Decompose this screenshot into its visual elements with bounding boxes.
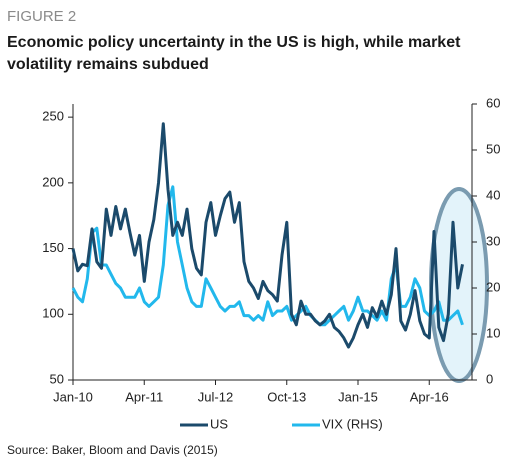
x-tick-label: Jan-15 <box>338 389 378 404</box>
y-tick-label: 200 <box>42 174 64 189</box>
y2-tick-label: 60 <box>486 95 500 110</box>
y-tick-label: 50 <box>50 371 64 386</box>
y2-tick-label: 40 <box>486 187 500 202</box>
legend-label: VIX (RHS) <box>322 416 383 431</box>
x-tick-label: Oct-13 <box>267 389 306 404</box>
y2-tick-label: 50 <box>486 141 500 156</box>
y2-tick-label: 30 <box>486 233 500 248</box>
y-tick-label: 100 <box>42 306 64 321</box>
y-tick-label: 250 <box>42 109 64 124</box>
series-line <box>71 122 464 349</box>
y2-tick-label: 20 <box>486 279 500 294</box>
legend-label: US <box>210 416 228 431</box>
x-tick-label: Apr-11 <box>125 389 163 404</box>
source: Source: Baker, Bloom and Davis (2015) <box>7 443 218 457</box>
y2-tick-label: 10 <box>486 325 500 340</box>
y-tick-label: 150 <box>42 240 64 255</box>
x-tick-label: Jul-12 <box>198 389 233 404</box>
y2-tick-label: 0 <box>486 371 493 386</box>
x-tick-label: Jan-10 <box>53 389 93 404</box>
series-line <box>71 185 464 327</box>
figure-label: FIGURE 2 <box>7 8 77 25</box>
chart-title: Economic policy uncertainty in the US is… <box>7 34 461 73</box>
x-tick-label: Apr-16 <box>410 389 449 404</box>
